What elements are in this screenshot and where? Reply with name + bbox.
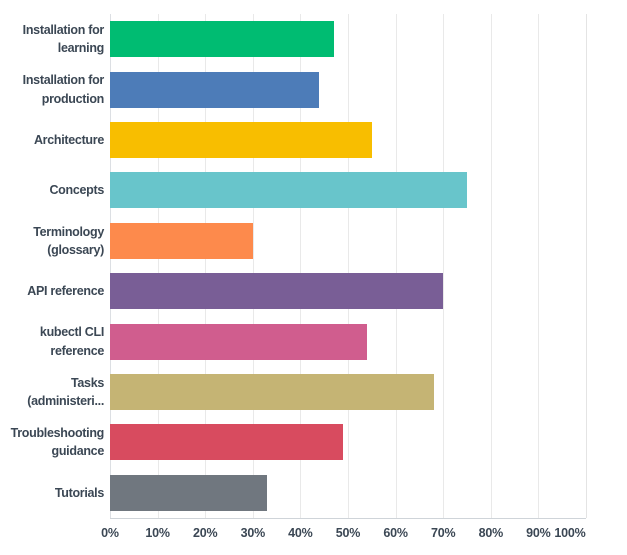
category-label-troubleshooting-guidance: Troubleshooting guidance — [10, 426, 105, 459]
category-label-tasks-administeri: Tasks (administeri... — [27, 375, 104, 408]
x-tick-label-20: 20% — [192, 526, 218, 540]
x-axis-labels: 0% 10% 20% 30% 40% 50% 60% 70% 80% 90% 100% — [0, 526, 627, 548]
gridline-50 — [348, 14, 349, 518]
bar-architecture — [110, 121, 372, 158]
category-label-concepts: Concepts — [49, 183, 104, 198]
gridline-70 — [443, 14, 445, 518]
bar-kubectl-cli-reference — [110, 323, 368, 360]
x-tick-label-60: 60% — [383, 526, 408, 540]
bar-row-tutorials — [110, 468, 586, 518]
y-label-row: Installation for production — [0, 64, 105, 114]
category-label-api-reference: API reference — [27, 284, 104, 299]
gridline-30 — [252, 14, 254, 518]
bar-api-reference — [110, 273, 444, 310]
y-label-row: kubectl CLI reference — [0, 316, 104, 366]
y-label-row: Concepts — [0, 165, 104, 215]
bar-tasks-administeri — [110, 373, 434, 410]
bar-row-kubectl-cli-reference — [110, 316, 586, 366]
gridline-60 — [395, 14, 397, 518]
gridline-80 — [490, 14, 492, 518]
y-label-row: API reference — [0, 266, 104, 316]
bar-terminology-glossary — [110, 222, 253, 259]
category-label-kubectl-cli-reference: kubectl CLI reference — [39, 325, 104, 358]
bar-installation-for-learning — [110, 21, 334, 58]
bar-concepts — [110, 172, 467, 209]
bar-troubleshooting-guidance — [110, 424, 344, 461]
x-tick-label-70: 70% — [430, 526, 456, 540]
gridline-10 — [157, 14, 159, 518]
gridline-20 — [205, 14, 207, 518]
category-label-terminology-glossary: Terminology (glossary) — [33, 224, 104, 257]
x-tick-label-100: 100% — [554, 526, 586, 540]
bar-row-api-reference — [110, 266, 586, 316]
gridline-100 — [586, 14, 587, 518]
y-label-row: Terminology (glossary) — [0, 216, 104, 266]
category-label-architecture: Architecture — [33, 132, 104, 147]
category-label-installation-for-learning: Installation for learning — [22, 23, 105, 56]
y-label-row: Tasks (administeri... — [0, 367, 104, 417]
gridline-90 — [538, 14, 540, 518]
x-tick-label-10: 10% — [145, 526, 170, 540]
bar-tutorials — [110, 474, 268, 511]
y-label-row: Tutorials — [0, 468, 104, 518]
x-tick-label-50: 50% — [335, 526, 361, 540]
gridline-40 — [300, 14, 302, 518]
bar-row-terminology-glossary — [110, 216, 586, 266]
bar-row-tasks-administeri — [110, 367, 586, 417]
bar-row-architecture — [110, 115, 586, 165]
category-label-installation-for-production: Installation for production — [22, 73, 105, 106]
x-tick-label-80: 80% — [478, 526, 504, 540]
bar-row-installation-for-learning — [110, 14, 586, 64]
bar-row-installation-for-production — [110, 64, 586, 114]
bar-row-concepts — [110, 165, 586, 215]
x-tick-label-0: 0% — [101, 526, 119, 540]
y-label-row: Installation for learning — [0, 14, 105, 64]
y-axis-labels: Installation for learning Installation fo… — [0, 14, 105, 518]
gridline-0 — [110, 14, 111, 518]
x-tick-label-30: 30% — [240, 526, 266, 540]
y-label-row: Troubleshooting guidance — [0, 417, 105, 467]
y-label-row: Architecture — [0, 115, 104, 165]
bar-installation-for-production — [110, 71, 320, 108]
x-tick-label-40: 40% — [288, 526, 313, 540]
plot-area — [110, 14, 587, 519]
x-tick-label-90: 90% — [526, 526, 551, 540]
bar-row-troubleshooting-guidance — [110, 417, 586, 467]
category-label-tutorials: Tutorials — [54, 485, 104, 500]
